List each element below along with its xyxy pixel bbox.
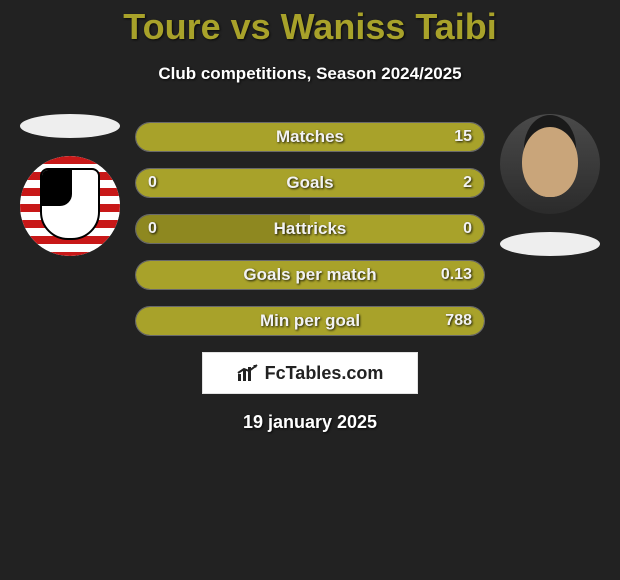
stat-row: 0 Hattricks 0 [135, 214, 485, 244]
stat-value-right: 788 [445, 312, 472, 330]
date-label: 19 january 2025 [0, 412, 620, 433]
stat-row: Goals per match 0.13 [135, 260, 485, 290]
stat-row: Min per goal 788 [135, 306, 485, 336]
stat-row: 0 Goals 2 [135, 168, 485, 198]
player-right-placeholder-ellipse [500, 232, 600, 256]
stat-rows: Matches 15 0 Goals 2 0 Hattricks 0 Goals per mat… [135, 114, 485, 336]
player-left-placeholder-ellipse [20, 114, 120, 138]
page-title: Toure vs Waniss Taibi [0, 0, 620, 48]
stat-value-left: 0 [148, 220, 157, 238]
logo-shield [40, 168, 100, 240]
branding-badge[interactable]: FcTables.com [202, 352, 418, 394]
branding-text: FcTables.com [265, 363, 384, 384]
stat-label: Matches [276, 127, 344, 147]
chart-icon [237, 364, 259, 382]
stat-label: Hattricks [274, 219, 347, 239]
stat-value-left: 0 [148, 174, 157, 192]
stat-label: Min per goal [260, 311, 360, 331]
stat-row: Matches 15 [135, 122, 485, 152]
stat-value-right: 2 [463, 174, 472, 192]
comparison-panel: Matches 15 0 Goals 2 0 Hattricks 0 Goals per mat… [0, 114, 620, 433]
player-left-column [20, 114, 120, 256]
stat-value-right: 0 [463, 220, 472, 238]
stat-label: Goals per match [243, 265, 376, 285]
player-right-avatar [500, 114, 600, 214]
player-left-club-logo [20, 156, 120, 256]
avatar-face [522, 127, 578, 197]
stat-value-right: 0.13 [441, 266, 472, 284]
stat-value-right: 15 [454, 128, 472, 146]
subtitle: Club competitions, Season 2024/2025 [0, 64, 620, 84]
stat-label: Goals [286, 173, 333, 193]
player-right-column [500, 114, 600, 256]
